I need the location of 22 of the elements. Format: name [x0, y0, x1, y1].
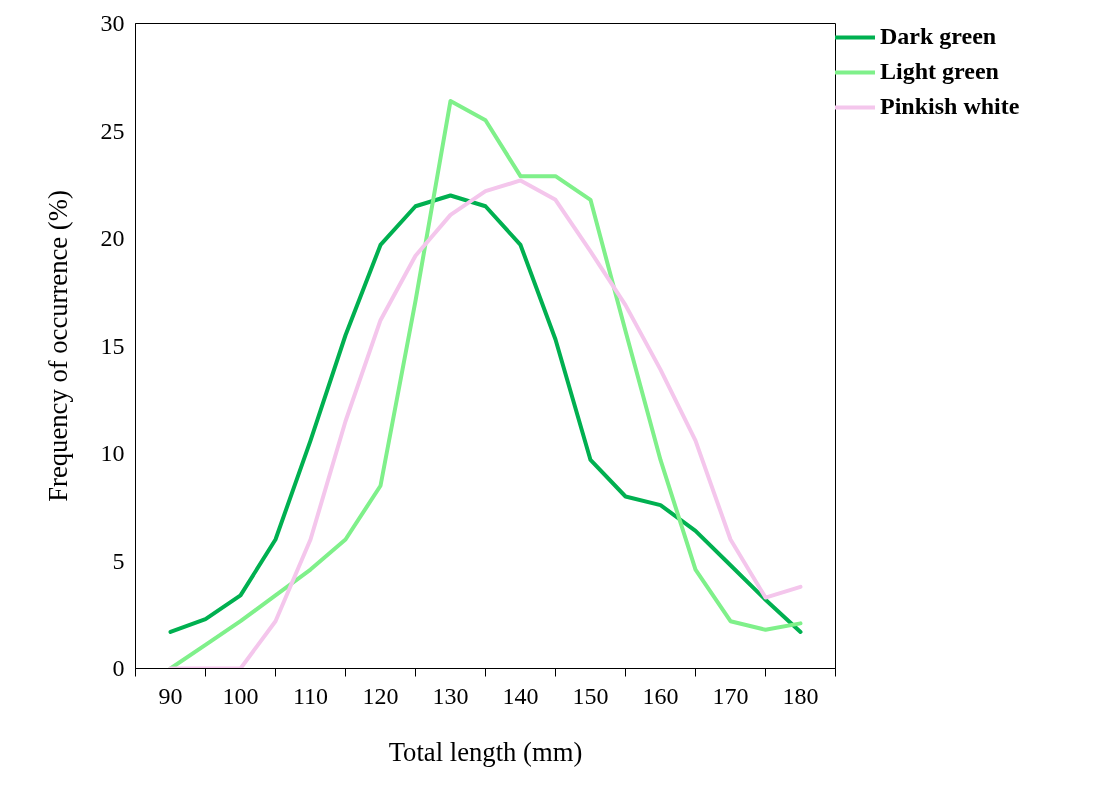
- x-tick-label: 130: [432, 682, 469, 709]
- y-tick-label: 15: [100, 332, 125, 359]
- x-tick-label: 90: [158, 682, 183, 709]
- y-tick-label: 30: [100, 10, 125, 36]
- legend-label: Pinkish white: [880, 93, 1020, 120]
- x-tick-label: 170: [712, 682, 749, 709]
- x-tick-label: 140: [502, 682, 539, 709]
- x-axis-title: Total length (mm): [388, 736, 583, 767]
- y-tick-label: 5: [112, 547, 125, 574]
- y-tick-label: 25: [100, 117, 125, 144]
- x-tick-label: 150: [572, 682, 609, 709]
- legend-label: Dark green: [880, 23, 997, 50]
- x-tick-label: 120: [362, 682, 399, 709]
- x-tick-label: 110: [292, 682, 329, 709]
- x-tick-label: 180: [782, 682, 819, 709]
- y-tick-label: 0: [112, 655, 125, 681]
- y-axis-title: Frequency of occurrence (%): [42, 190, 73, 502]
- y-tick-label: 10: [100, 440, 125, 466]
- legend-label: Light green: [880, 58, 999, 85]
- x-tick-label: 100: [222, 682, 259, 709]
- y-tick-label: 20: [100, 225, 125, 251]
- x-tick-label: 160: [642, 682, 679, 709]
